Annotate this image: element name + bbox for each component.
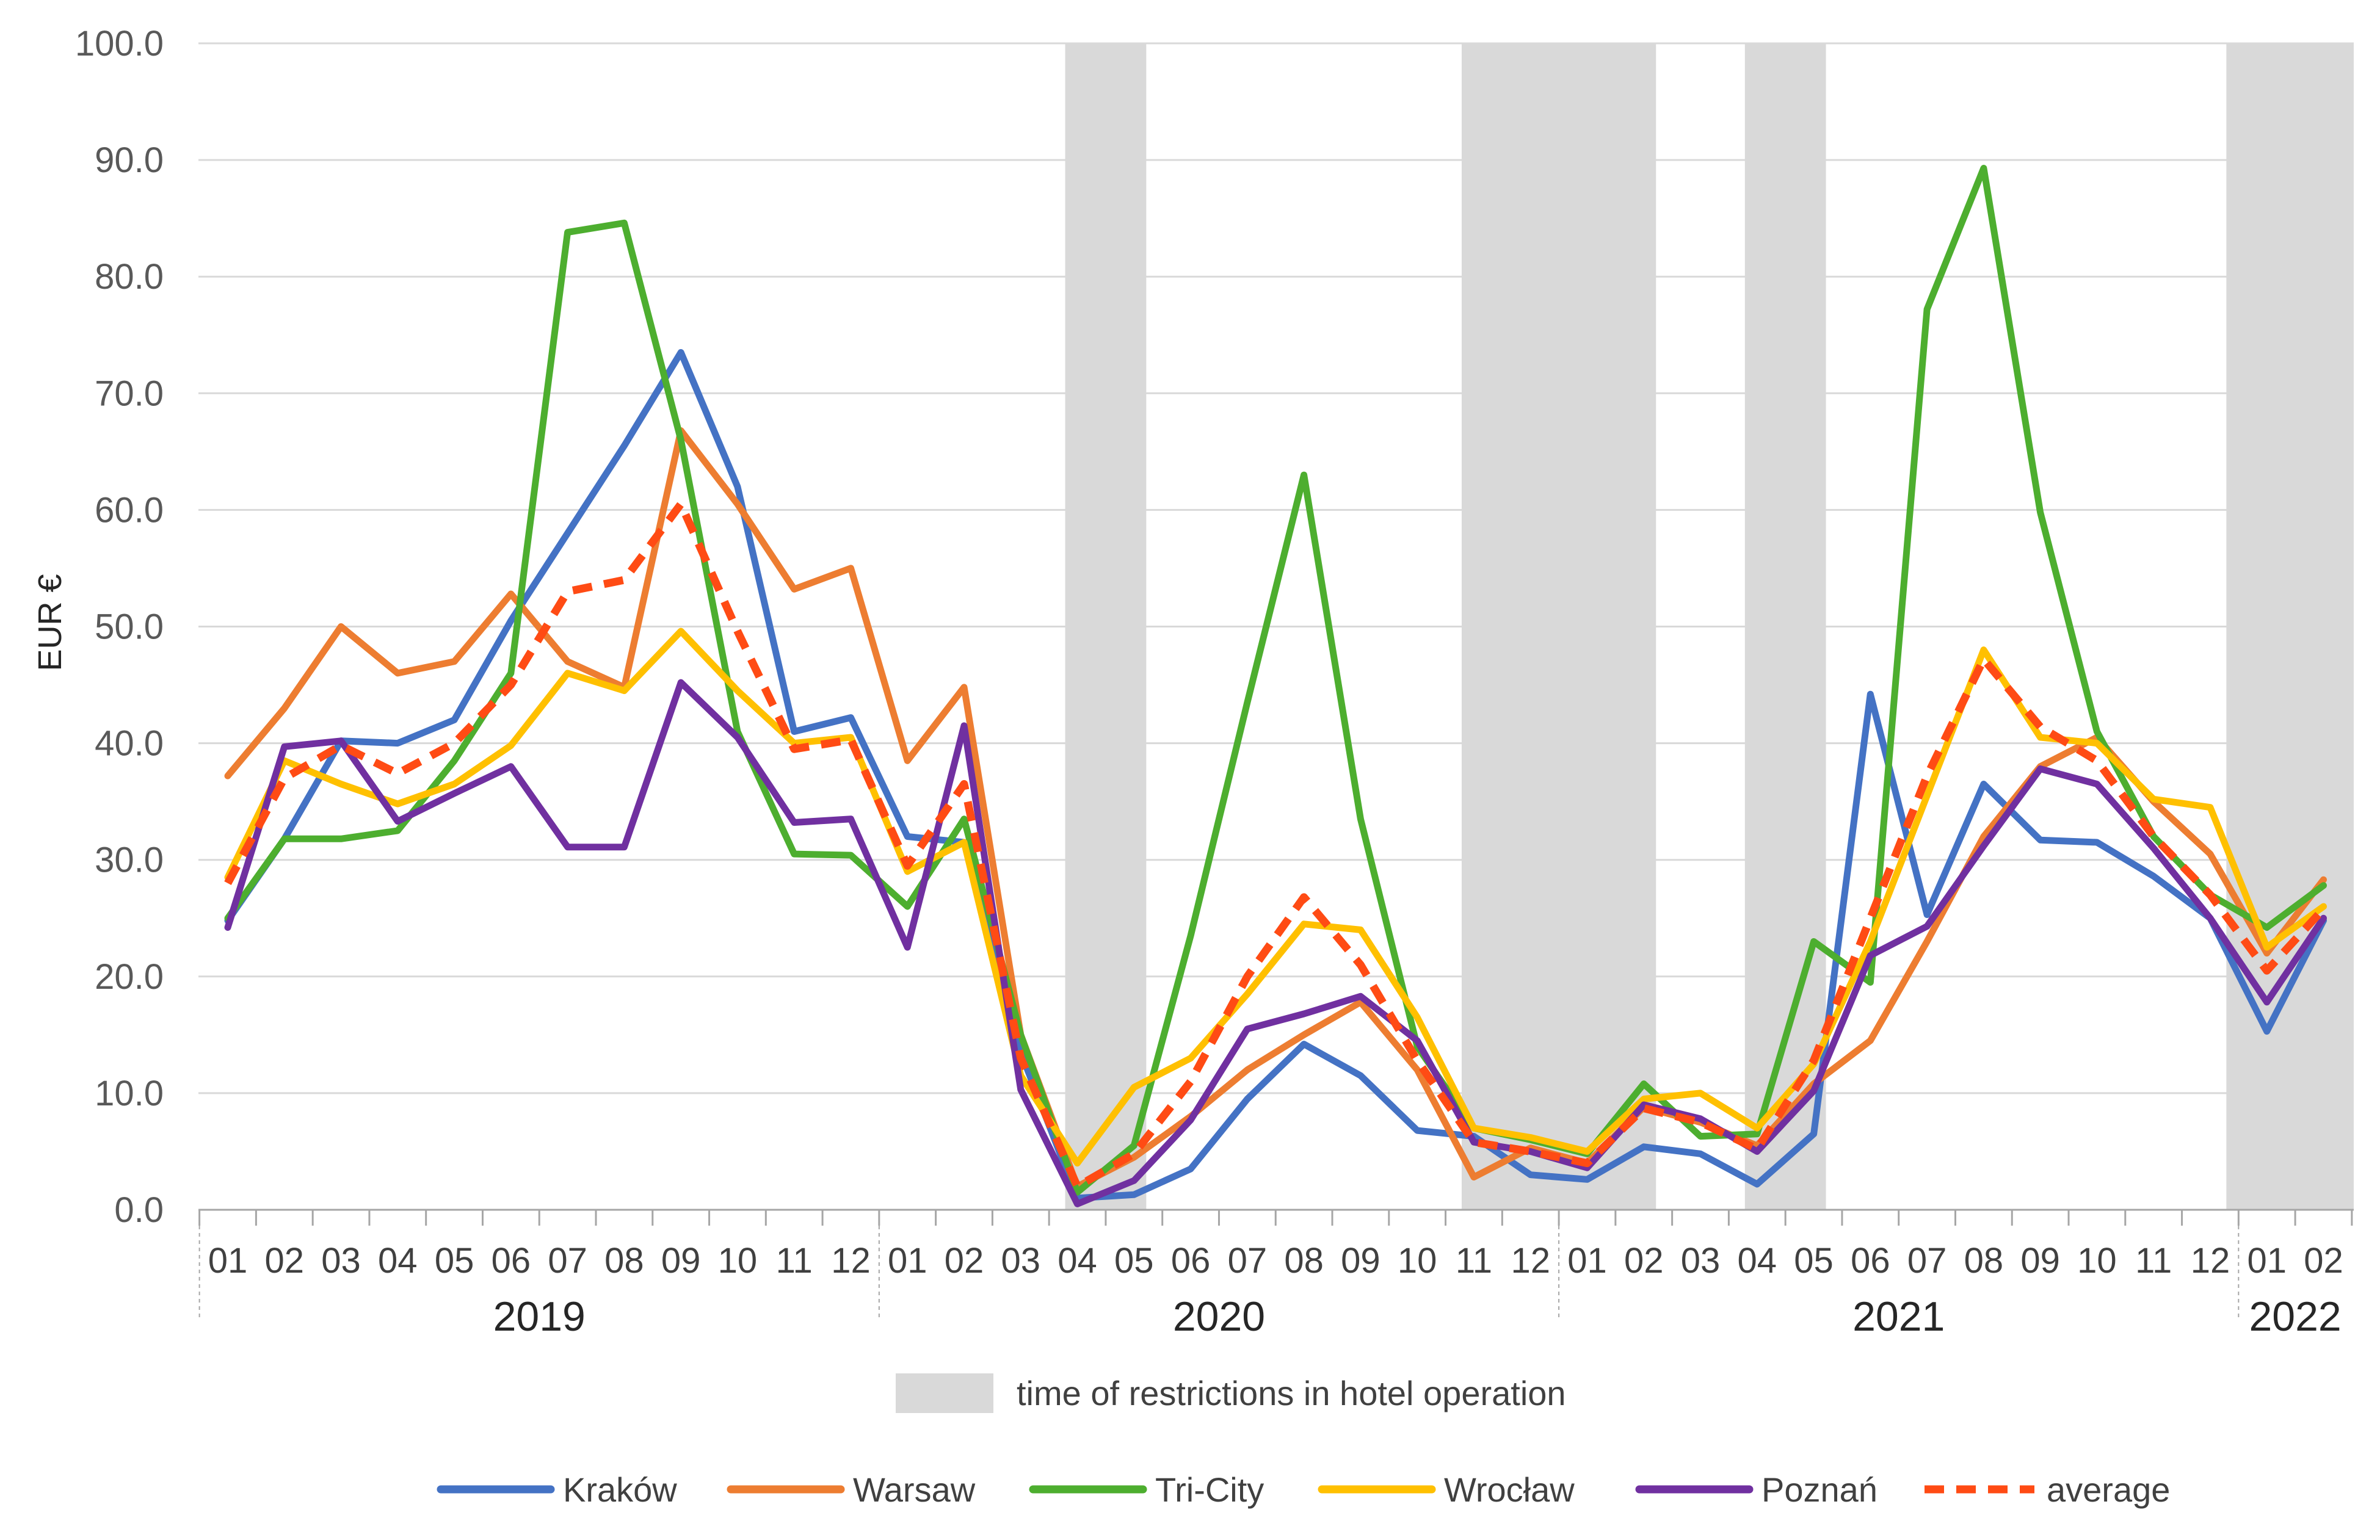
y-tick-label: 100.0 [75,24,164,63]
y-tick-label: 10.0 [95,1074,164,1113]
x-tick-label: 08 [1964,1241,2004,1281]
x-tick-label: 10 [1398,1241,1437,1281]
legend-label-warsaw: Warsaw [853,1470,976,1509]
legend-restriction-swatch [896,1373,993,1413]
x-tick-label: 03 [1001,1241,1041,1281]
x-tick-label: 07 [1228,1241,1268,1281]
x-tick-label: 09 [661,1241,701,1281]
series-line-wroc-aw [224,627,2327,1167]
legend-label-average: average [2047,1470,2170,1509]
y-tick-label: 80.0 [95,257,164,297]
y-tick-label: 20.0 [95,957,164,997]
series-lines [224,165,2327,1207]
x-tick-label: 04 [1738,1241,1777,1281]
y-tick-label: 40.0 [95,724,164,764]
x-tick-label: 07 [548,1241,587,1281]
year-labels: 2019 2020 2021 2022 [198,1226,2342,1340]
gridlines [198,42,2354,1094]
y-tick-label: 70.0 [95,374,164,413]
x-tick-label: 08 [1284,1241,1324,1281]
x-tick-label: 11 [2135,1241,2172,1281]
series-line-krak-w [224,349,2327,1202]
y-tick-label: 60.0 [95,490,164,530]
x-tick-label: 07 [1907,1241,1947,1281]
x-tick-label: 02 [265,1241,305,1281]
x-tick-label: 11 [1456,1241,1492,1281]
x-tick-label: 12 [1511,1241,1550,1281]
x-tick-label: 02 [945,1241,984,1281]
y-tick-label: 0.0 [114,1190,164,1230]
x-tick-label: 03 [1681,1241,1721,1281]
x-tick-label: 04 [1058,1241,1097,1281]
x-tick-label: 05 [1114,1241,1154,1281]
legend-label-wroc-aw: Wrocław [1444,1470,1575,1509]
x-tick-label: 09 [2020,1241,2060,1281]
y-tick-label: 30.0 [95,840,164,880]
legend-label-tri-city: Tri-City [1155,1470,1264,1509]
y-tick-label: 50.0 [95,607,164,647]
series-line-average [224,500,2327,1191]
x-tick-label: 10 [2077,1241,2117,1281]
y-tick-labels: 0.0 10.0 20.0 30.0 40.0 50.0 60.0 70.0 80.0 90.0 1… [75,24,164,1230]
x-tick-label: 05 [435,1241,474,1281]
x-tick-label: 06 [492,1241,531,1281]
x-tick-label: 06 [1171,1241,1211,1281]
x-tick-label: 10 [718,1241,758,1281]
x-tick-label: 12 [2191,1241,2230,1281]
x-tick-label: 09 [1341,1241,1380,1281]
year-label-2020: 2020 [1173,1293,1265,1340]
x-tick-labels: 01 02 03 04 05 06 07 08 09 10 11 12 01 02 03 04 05 06 07 08… [208,1241,2343,1281]
series-line-pozna- [224,679,2327,1207]
x-tick-label: 03 [321,1241,361,1281]
x-tick-label: 01 [1567,1241,1607,1281]
x-tick-label: 01 [888,1241,927,1281]
y-axis-label: EUR € [32,574,68,671]
year-label-2019: 2019 [493,1293,586,1340]
year-label-2022: 2022 [2249,1293,2341,1340]
x-tick-label: 02 [2304,1241,2343,1281]
x-axis [198,1209,2354,1226]
y-tick-label: 90.0 [95,140,164,180]
legend-restriction-label: time of restrictions in hotel operation [1017,1374,1566,1412]
x-tick-label: 11 [776,1241,813,1281]
series-line-tri-city [224,165,2327,1196]
x-tick-label: 01 [208,1241,248,1281]
legend-label-pozna-: Poznań [1761,1470,1878,1509]
x-tick-label: 04 [378,1241,418,1281]
x-tick-label: 05 [1794,1241,1834,1281]
legend: time of restrictions in hotel operation K… [437,1373,2170,1509]
x-tick-label: 08 [604,1241,644,1281]
year-label-2021: 2021 [1852,1293,1945,1340]
x-tick-label: 02 [1624,1241,1664,1281]
x-tick-label: 12 [831,1241,871,1281]
legend-label-krak-w: Kraków [563,1470,677,1509]
x-tick-label: 01 [2247,1241,2287,1281]
x-tick-label: 06 [1851,1241,1890,1281]
